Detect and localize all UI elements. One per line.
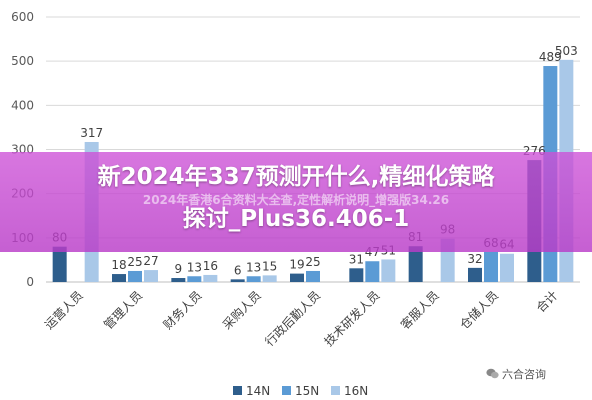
legend-label: 15N: [295, 384, 319, 398]
bar: [187, 276, 202, 282]
bar: [52, 246, 67, 282]
y-tick-label: 500: [11, 54, 34, 68]
bar: [468, 267, 482, 282]
legend-label: 16N: [344, 384, 368, 398]
bar-label: 503: [555, 44, 578, 58]
bar-label: 31: [349, 252, 364, 266]
bar: [306, 270, 320, 282]
bar: [408, 246, 423, 282]
overlay-subtitle: 2024年香港6合资料大全查,定性解析说明_增强版34.26: [142, 193, 450, 207]
x-tick-label: 技术研发人员: [321, 288, 383, 350]
bar-label: 25: [127, 255, 142, 269]
bar-label: 6: [234, 263, 242, 277]
bar: [484, 251, 498, 282]
x-tick-label: 行政后勤人员: [262, 288, 323, 349]
legend-swatch: [282, 386, 291, 395]
bar-label: 13: [246, 260, 261, 274]
overlay-title-2: 探讨_Plus36.406-1: [182, 206, 410, 232]
x-tick-label: 客服人员: [397, 288, 442, 333]
y-tick-label: 0: [26, 275, 34, 289]
bar: [112, 274, 126, 282]
wechat-icon: [486, 368, 499, 379]
bar: [246, 276, 261, 282]
bar: [171, 278, 186, 282]
bar: [381, 259, 396, 282]
bar-label: 16: [203, 259, 218, 273]
x-tick-label: 合计: [533, 288, 561, 316]
overlay-title: 新2024年337预测开什么,精细化策略: [97, 164, 495, 190]
legend-swatch: [331, 386, 340, 395]
bar-label: 25: [305, 255, 320, 269]
legend: 14N 15N 16N: [233, 384, 368, 398]
overlay-banner: [0, 152, 592, 252]
bar-label: 19: [289, 258, 304, 272]
bar-label: 9: [175, 262, 183, 276]
y-tick-label: 400: [11, 98, 34, 112]
x-tick-label: 运营人员: [42, 288, 86, 332]
x-tick-label: 管理人员: [101, 288, 146, 333]
bar: [230, 279, 245, 282]
bar: [144, 270, 158, 282]
x-tick-label: 财务人员: [160, 288, 205, 333]
bar: [262, 275, 277, 282]
watermark-text: 六合咨询: [502, 368, 546, 381]
bar-label: 18: [111, 258, 126, 272]
x-tick-label: 采购人员: [219, 288, 264, 333]
y-tick-label: 600: [11, 10, 34, 24]
bar-label: 489: [539, 50, 562, 64]
bar-label: 317: [80, 126, 103, 140]
bar: [203, 274, 218, 282]
bar: [349, 268, 364, 282]
bar: [500, 253, 514, 282]
legend-label: 14N: [246, 384, 270, 398]
bar-label: 27: [143, 254, 158, 268]
x-tick-label: 仓储人员: [457, 288, 502, 333]
bar-label: 15: [262, 259, 277, 273]
bar: [290, 273, 304, 282]
legend-swatch: [233, 386, 242, 395]
bar-label: 13: [187, 260, 202, 274]
watermark: 六合咨询: [486, 366, 546, 382]
bar-label: 32: [467, 252, 482, 266]
bar: [128, 270, 142, 282]
bar: [365, 261, 380, 282]
